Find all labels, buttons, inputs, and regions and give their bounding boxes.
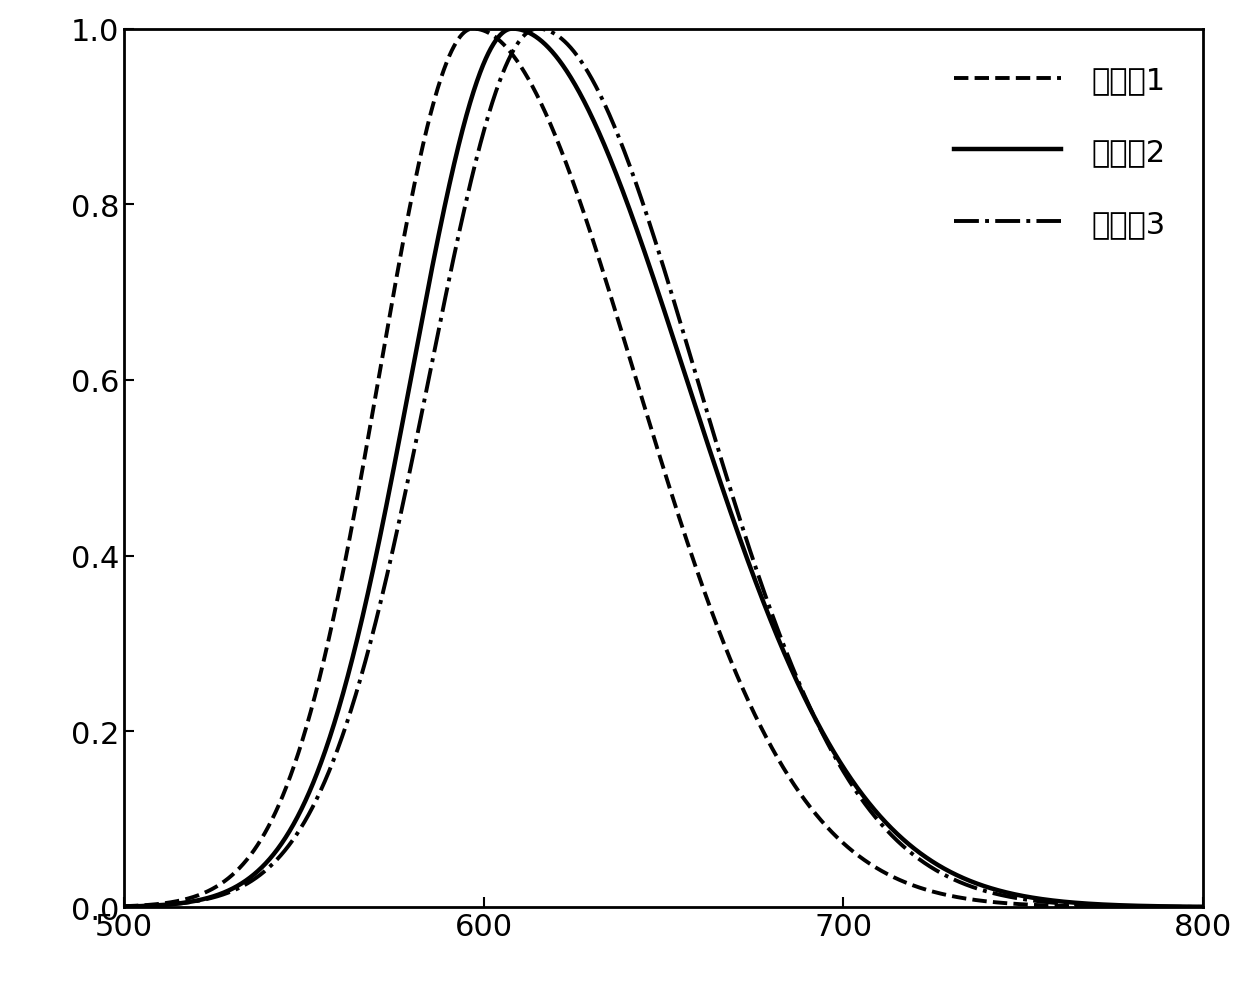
Legend: 化合犘1, 化合犘2, 化合犘3: 化合犘1, 化合犘2, 化合犘3 xyxy=(942,54,1178,250)
